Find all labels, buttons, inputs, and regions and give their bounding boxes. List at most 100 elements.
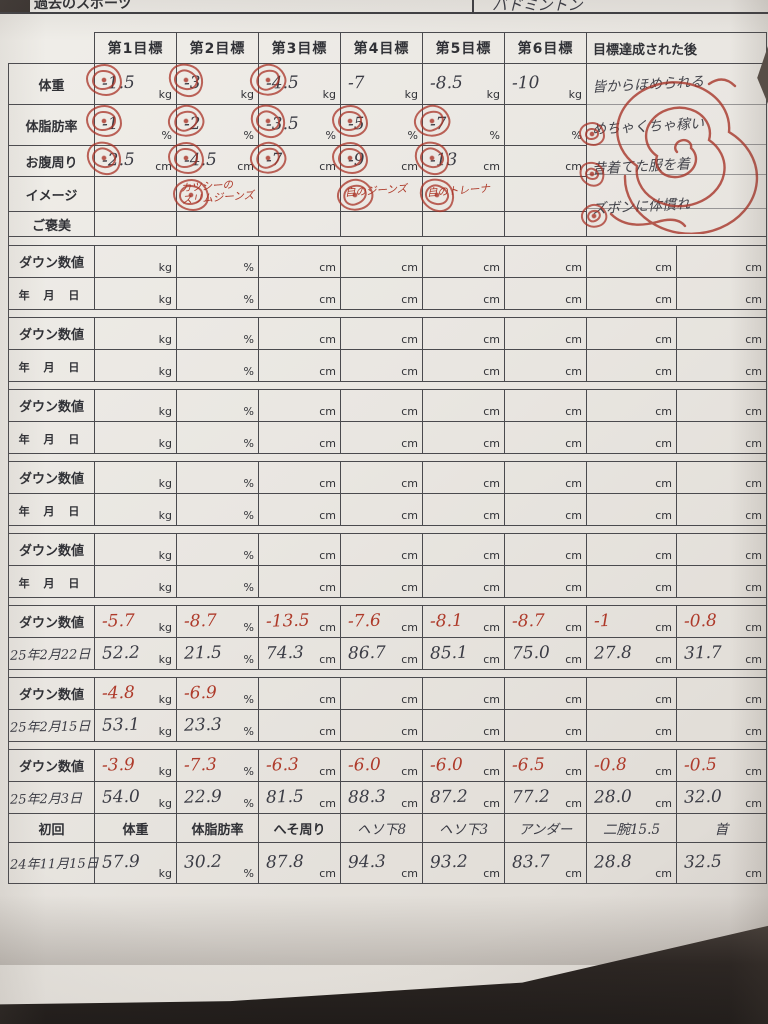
measurement-row: 年 月 日 kg % cm cm cm cm cm cm bbox=[8, 565, 768, 598]
gap-cell bbox=[7, 525, 768, 534]
measurement-row: 25年2月15日 53.1 kg 23.3% cm cm cm cm cm cm bbox=[8, 709, 768, 742]
measurement-cell: 23.3% bbox=[176, 709, 259, 742]
section-divider-row bbox=[7, 236, 768, 246]
baseline-value-cell: 83.7 cm bbox=[504, 842, 587, 884]
date-cell: 年 月 日 bbox=[8, 277, 95, 310]
reward-goal-cell bbox=[258, 211, 341, 237]
weight-goal-cell: -3 kg bbox=[176, 63, 259, 105]
goal-1-header: 第1目標 bbox=[94, 32, 177, 64]
baseline-col-header: へそ周り bbox=[258, 813, 341, 843]
down-value-cell: % bbox=[176, 317, 259, 350]
down-value-cell: kg bbox=[94, 317, 177, 350]
block-gap-row bbox=[7, 525, 768, 534]
tracking-blocks: ダウン数値 kg % cm cm cm cm cm cm 年 月 日 kg % … bbox=[7, 245, 768, 814]
measurement-cell: cm bbox=[340, 349, 423, 382]
down-label-cell: ダウン数値 bbox=[8, 461, 95, 494]
measurement-cell: 81.5 cm bbox=[258, 781, 341, 814]
down-value-cell: cm bbox=[340, 677, 423, 710]
paper-edge-shadow bbox=[0, 895, 768, 965]
measurement-cell: 75.0 cm bbox=[504, 637, 587, 670]
weight-goal-cell: -8.5 kg bbox=[422, 63, 505, 105]
baseline-value-cell: 32.5 cm bbox=[675, 842, 768, 884]
baseline-col-header: 体重 bbox=[94, 813, 177, 843]
baseline-value-cell: 87.8 cm bbox=[258, 842, 341, 884]
goal-2-header: 第2目標 bbox=[176, 32, 259, 64]
body-fat-goal-cell: -7% bbox=[422, 104, 505, 146]
reward-goal-cell bbox=[340, 211, 423, 237]
goal-4-header: 第4目標 bbox=[340, 32, 423, 64]
weight-goal-cell: -4.5 kg bbox=[258, 63, 341, 105]
goal-header-row: 第1目標 第2目標 第3目標 第4目標 第5目標 第6目標 目標達成された後 bbox=[8, 32, 768, 64]
image-goal-cell bbox=[504, 176, 587, 212]
measurement-cell: cm bbox=[258, 349, 341, 382]
down-value-cell: -8.7 cm bbox=[504, 605, 587, 638]
date-cell: 年 月 日 bbox=[8, 493, 95, 526]
down-value-cell: cm bbox=[422, 389, 505, 422]
down-values-row: ダウン数値 kg % cm cm cm cm cm cm bbox=[8, 245, 768, 278]
down-values-row: ダウン数値 kg % cm cm cm cm cm cm bbox=[8, 389, 768, 422]
image-note: 自のジーンズ bbox=[344, 182, 408, 200]
image-goal-cell: カツシーの スリムジーンズ bbox=[173, 176, 259, 212]
measurement-cell: 21.5% bbox=[176, 637, 259, 670]
date-cell: 年 月 日 bbox=[8, 349, 95, 382]
baseline-header-row: 初回 体重 体脂肪率 へそ周り ヘソ下8 ヘソ下3 アンダー 二腕15.5 首 bbox=[8, 813, 768, 843]
gap-cell bbox=[7, 741, 768, 750]
after-note-line: 皆からほめられる bbox=[591, 74, 705, 96]
measurement-cell: cm bbox=[586, 349, 677, 382]
measurement-cell: cm bbox=[258, 421, 341, 454]
block-gap-row bbox=[7, 309, 768, 318]
baseline-col-header: ヘソ下8 bbox=[340, 813, 423, 843]
past-sports-label: 過去のスポーツ bbox=[34, 0, 132, 12]
measurement-cell: kg bbox=[94, 349, 177, 382]
waist-goal-cell: -2.5 cm bbox=[94, 145, 177, 177]
image-goal-cell: 自のトレーナ bbox=[422, 176, 505, 212]
down-label-cell: ダウン数値 bbox=[8, 317, 95, 350]
measurement-cell: 52.2 kg bbox=[94, 637, 177, 670]
gap-cell bbox=[7, 597, 768, 606]
weight-goal-cell: -7 kg bbox=[340, 63, 423, 105]
weight-goal-row: 体重 -1.5 kg -3 kg -4.5 kg -7 kg -8.5 kg -10 kg … bbox=[8, 63, 768, 237]
measurement-cell: cm bbox=[422, 349, 505, 382]
measurement-row: 年 月 日 kg % cm cm cm cm cm cm bbox=[8, 493, 768, 526]
measurement-cell: 54.0 kg bbox=[94, 781, 177, 814]
down-value-cell: -1 cm bbox=[586, 605, 677, 638]
measurement-cell: 85.1 cm bbox=[422, 637, 505, 670]
down-label-cell: ダウン数値 bbox=[8, 533, 95, 566]
measurement-cell: cm bbox=[504, 709, 587, 742]
body-fat-goal-cell: -1% bbox=[86, 104, 177, 146]
image-label: イメージ bbox=[8, 176, 95, 212]
baseline-value-cell: 30.2% bbox=[176, 842, 259, 884]
measurement-cell: cm bbox=[340, 421, 423, 454]
down-value-cell: -6.0 cm bbox=[340, 749, 423, 782]
down-value-cell: cm bbox=[675, 317, 768, 350]
down-value-cell: cm bbox=[675, 677, 768, 710]
measurement-cell: kg bbox=[94, 565, 177, 598]
measurement-cell: 28.0 cm bbox=[586, 781, 677, 814]
baseline-col-header: 体脂肪率 bbox=[176, 813, 259, 843]
measurement-cell: 87.2 cm bbox=[422, 781, 505, 814]
image-note: カツシーの スリムジーンズ bbox=[180, 178, 255, 207]
measurement-cell: cm bbox=[586, 565, 677, 598]
waist-goal-cell: -9 cm bbox=[332, 142, 423, 177]
measurement-cell: 22.9% bbox=[176, 781, 259, 814]
body-fat-goal-cell: -5% bbox=[332, 104, 423, 146]
down-value-cell: cm bbox=[504, 533, 587, 566]
goal-3-header: 第3目標 bbox=[258, 32, 341, 64]
down-value-cell: -6.9% bbox=[176, 677, 259, 710]
down-value-cell: cm bbox=[340, 317, 423, 350]
measurement-cell: % bbox=[176, 421, 259, 454]
down-value-cell: cm bbox=[340, 461, 423, 494]
measurement-cell: cm bbox=[340, 277, 423, 310]
image-goal-cell bbox=[94, 176, 177, 212]
down-value-cell: % bbox=[176, 533, 259, 566]
gap-cell bbox=[7, 669, 768, 678]
measurement-cell: cm bbox=[675, 709, 768, 742]
down-value-cell: cm bbox=[504, 317, 587, 350]
measurement-cell: 27.8 cm bbox=[586, 637, 677, 670]
down-value-cell: cm bbox=[586, 317, 677, 350]
divider-cell bbox=[7, 236, 768, 246]
down-value-cell: -13.5 cm bbox=[258, 605, 341, 638]
block-gap-row bbox=[7, 597, 768, 606]
down-value-cell: cm bbox=[586, 245, 677, 278]
first-time-label: 初回 bbox=[8, 813, 95, 843]
